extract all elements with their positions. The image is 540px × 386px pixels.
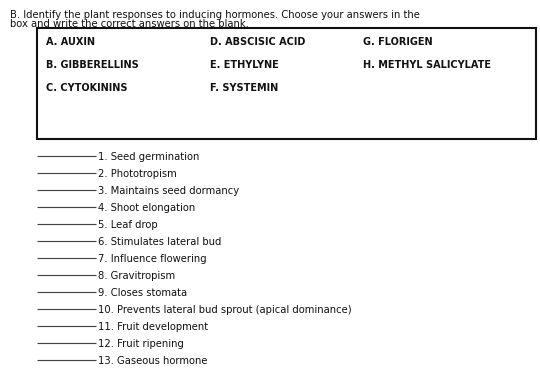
Text: 13. Gaseous hormone: 13. Gaseous hormone	[98, 356, 208, 366]
Text: B. GIBBERELLINS: B. GIBBERELLINS	[46, 60, 139, 70]
Text: 4. Shoot elongation: 4. Shoot elongation	[98, 203, 195, 213]
Text: F. SYSTEMIN: F. SYSTEMIN	[210, 83, 278, 93]
Text: 10. Prevents lateral bud sprout (apical dominance): 10. Prevents lateral bud sprout (apical …	[98, 305, 352, 315]
Text: 12. Fruit ripening: 12. Fruit ripening	[98, 339, 184, 349]
Text: 6. Stimulates lateral bud: 6. Stimulates lateral bud	[98, 237, 221, 247]
Text: 2. Phototropism: 2. Phototropism	[98, 169, 177, 179]
Text: box and write the correct answers on the blank.: box and write the correct answers on the…	[10, 19, 248, 29]
Text: 8. Gravitropism: 8. Gravitropism	[98, 271, 176, 281]
Text: E. ETHYLYNE: E. ETHYLYNE	[210, 60, 278, 70]
Text: D. ABSCISIC ACID: D. ABSCISIC ACID	[210, 37, 305, 47]
Text: 5. Leaf drop: 5. Leaf drop	[98, 220, 158, 230]
FancyBboxPatch shape	[37, 28, 536, 139]
Text: A. AUXIN: A. AUXIN	[46, 37, 95, 47]
Text: B. Identify the plant responses to inducing hormones. Choose your answers in the: B. Identify the plant responses to induc…	[10, 10, 420, 20]
Text: 11. Fruit development: 11. Fruit development	[98, 322, 208, 332]
Text: 7. Influence flowering: 7. Influence flowering	[98, 254, 207, 264]
Text: C. CYTOKININS: C. CYTOKININS	[46, 83, 127, 93]
Text: 1. Seed germination: 1. Seed germination	[98, 152, 200, 163]
Text: 3. Maintains seed dormancy: 3. Maintains seed dormancy	[98, 186, 239, 196]
Text: H. METHYL SALICYLATE: H. METHYL SALICYLATE	[363, 60, 491, 70]
Text: G. FLORIGEN: G. FLORIGEN	[363, 37, 433, 47]
Text: 9. Closes stomata: 9. Closes stomata	[98, 288, 187, 298]
